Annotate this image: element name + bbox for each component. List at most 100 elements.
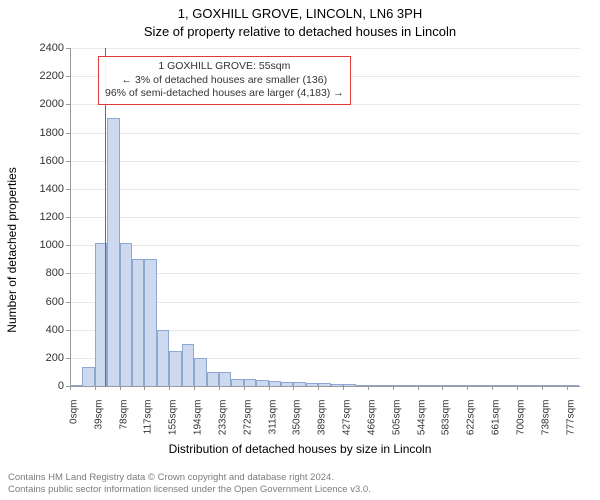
histogram-bar (207, 372, 219, 386)
property-callout: 1 GOXHILL GROVE: 55sqm← 3% of detached h… (98, 56, 351, 105)
ytick-label: 1400 (24, 183, 64, 195)
histogram-bar (430, 385, 442, 386)
histogram-bar (567, 385, 579, 386)
footer-line-1: Contains HM Land Registry data © Crown c… (8, 472, 371, 484)
ytick-label: 2000 (24, 98, 64, 110)
xtick-mark (70, 386, 71, 390)
xtick-mark (244, 386, 245, 390)
xtick-label: 233sqm (217, 400, 228, 436)
histogram-bar (306, 383, 318, 386)
gridline-h (70, 161, 580, 162)
xtick-mark (219, 386, 220, 390)
xtick-label: 583sqm (441, 400, 452, 436)
xtick-mark (269, 386, 270, 390)
xtick-mark (517, 386, 518, 390)
title-main: 1, GOXHILL GROVE, LINCOLN, LN6 3PH (0, 6, 600, 21)
xtick-label: 622sqm (466, 400, 477, 436)
xtick-label: 117sqm (143, 400, 154, 435)
plot-area: 1 GOXHILL GROVE: 55sqm← 3% of detached h… (70, 48, 580, 386)
gridline-h (70, 189, 580, 190)
chart-root: 1, GOXHILL GROVE, LINCOLN, LN6 3PH Size … (0, 0, 600, 500)
ytick-label: 1000 (24, 239, 64, 251)
xtick-mark (318, 386, 319, 390)
histogram-bar (554, 385, 566, 386)
y-axis-label: Number of detached properties (5, 167, 19, 332)
xtick-label: 544sqm (416, 400, 427, 436)
callout-line-2: ← 3% of detached houses are smaller (136… (105, 74, 344, 88)
histogram-bar (405, 385, 417, 386)
xtick-label: 39sqm (93, 400, 104, 430)
xtick-label: 194sqm (193, 400, 204, 436)
histogram-bar (343, 384, 355, 386)
histogram-bar (256, 380, 268, 386)
histogram-bar (356, 385, 368, 386)
histogram-bar (318, 383, 330, 386)
xtick-mark (293, 386, 294, 390)
histogram-bar (144, 259, 156, 386)
histogram-bar (542, 385, 554, 386)
histogram-bar (182, 344, 194, 386)
x-axis-label: Distribution of detached houses by size … (0, 442, 600, 456)
ytick-label: 1600 (24, 155, 64, 167)
ytick-label: 2200 (24, 70, 64, 82)
histogram-bar (231, 379, 243, 386)
ytick-label: 0 (24, 380, 64, 392)
histogram-bar (492, 385, 504, 386)
xtick-mark (368, 386, 369, 390)
xtick-mark (194, 386, 195, 390)
xtick-mark (542, 386, 543, 390)
histogram-bar (331, 384, 343, 386)
xtick-mark (393, 386, 394, 390)
xtick-label: 738sqm (540, 400, 551, 436)
xtick-label: 389sqm (317, 400, 328, 436)
ytick-label: 2400 (24, 42, 64, 54)
y-axis-line (70, 48, 71, 386)
histogram-bar (120, 243, 132, 386)
gridline-h (70, 133, 580, 134)
x-axis-line (70, 386, 580, 387)
xtick-label: 155sqm (168, 400, 179, 436)
gridline-h (70, 217, 580, 218)
histogram-bar (281, 382, 293, 386)
ytick-label: 800 (24, 267, 64, 279)
histogram-bar (380, 385, 392, 386)
histogram-bar (157, 330, 169, 386)
ytick-label: 600 (24, 296, 64, 308)
xtick-label: 466sqm (366, 400, 377, 436)
xtick-mark (120, 386, 121, 390)
ytick-label: 200 (24, 352, 64, 364)
ytick-label: 1200 (24, 211, 64, 223)
histogram-bar (132, 259, 144, 386)
xtick-label: 0sqm (69, 400, 80, 424)
attribution-footer: Contains HM Land Registry data © Crown c… (8, 472, 371, 496)
histogram-bar (107, 118, 119, 386)
histogram-bar (194, 358, 206, 386)
histogram-bar (455, 385, 467, 386)
histogram-bar (418, 385, 430, 386)
xtick-label: 505sqm (391, 400, 402, 436)
histogram-bar (393, 385, 405, 386)
title-sub: Size of property relative to detached ho… (0, 24, 600, 39)
histogram-bar (82, 367, 94, 386)
histogram-bar (442, 385, 454, 386)
histogram-bar (504, 385, 516, 386)
footer-line-2: Contains public sector information licen… (8, 484, 371, 496)
xtick-mark (144, 386, 145, 390)
gridline-h (70, 48, 580, 49)
histogram-bar (169, 351, 181, 386)
xtick-mark (567, 386, 568, 390)
histogram-bar (517, 385, 529, 386)
xtick-mark (343, 386, 344, 390)
xtick-mark (95, 386, 96, 390)
xtick-mark (467, 386, 468, 390)
xtick-mark (492, 386, 493, 390)
ytick-label: 1800 (24, 127, 64, 139)
callout-line-1: 1 GOXHILL GROVE: 55sqm (105, 60, 344, 74)
histogram-bar (467, 385, 479, 386)
histogram-bar (293, 382, 305, 386)
histogram-bar (368, 385, 380, 386)
xtick-label: 78sqm (118, 400, 129, 430)
callout-line-3: 96% of semi-detached houses are larger (… (105, 87, 344, 101)
histogram-bar (480, 385, 492, 386)
xtick-label: 272sqm (242, 400, 253, 436)
